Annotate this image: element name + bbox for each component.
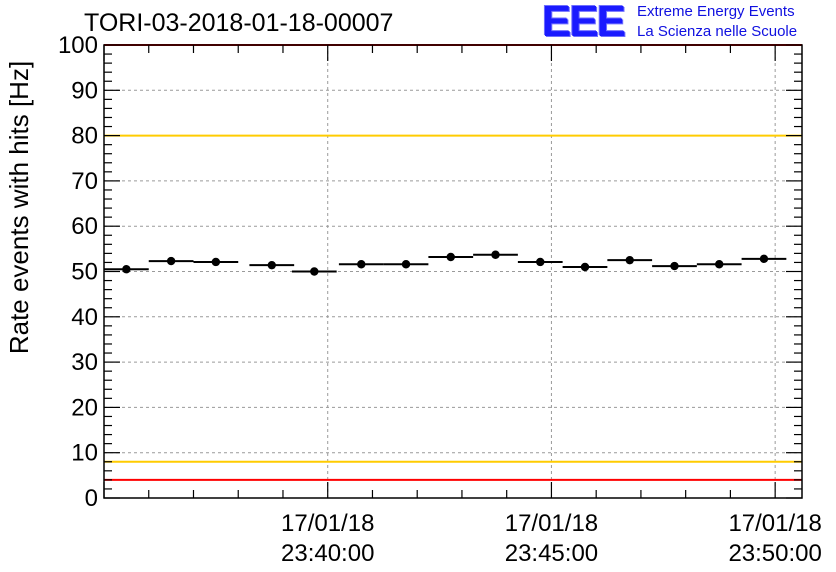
axes <box>103 44 803 499</box>
grid <box>104 45 802 498</box>
data-point <box>446 252 455 262</box>
x-tick-label-date: 17/01/18 <box>505 510 598 537</box>
y-tick-label: 30 <box>71 349 98 376</box>
y-tick-label: 10 <box>71 440 98 467</box>
data-point <box>166 256 176 266</box>
y-tick-label: 0 <box>85 485 98 512</box>
eee-logo: EEE <box>542 0 626 46</box>
tick-labels: 0 10 20 30 40 50 60 70 80 90 100 17/01/18 23:40:00 17… <box>4 32 822 567</box>
data-point <box>357 260 366 269</box>
data-point <box>211 257 221 267</box>
y-tick-label: 70 <box>71 168 98 195</box>
y-tick-label: 40 <box>71 304 98 331</box>
x-tick-label-date: 17/01/18 <box>281 510 374 537</box>
x-tick-label-time: 23:50:00 <box>728 540 821 567</box>
chart-title: TORI-03-2018-01-18-00007 <box>84 9 394 37</box>
eee-logo-text: Extreme Energy Events La Scienza nelle S… <box>637 2 797 42</box>
data-point <box>267 260 276 270</box>
y-tick-label: 80 <box>71 123 98 150</box>
y-tick-label: 20 <box>71 394 98 421</box>
y-tick-label: 50 <box>71 259 98 286</box>
data-point <box>580 262 590 272</box>
data-point <box>122 265 131 274</box>
data-point <box>670 261 679 271</box>
eee-logo-line1: Extreme Energy Events <box>637 3 795 20</box>
data-series <box>104 250 787 276</box>
y-tick-label: 90 <box>71 77 98 104</box>
y-tick-label: 100 <box>58 32 98 59</box>
data-point <box>491 250 500 259</box>
data-point <box>759 254 769 264</box>
data-point <box>536 257 545 267</box>
eee-logo-line2: La Scienza nelle Scuole <box>637 23 798 40</box>
y-tick-label: 60 <box>71 213 98 240</box>
data-point <box>310 267 319 276</box>
data-point <box>625 255 634 265</box>
x-tick-label-time: 23:40:00 <box>281 540 374 567</box>
y-axis-label: Rate events with hits [Hz] <box>4 61 34 354</box>
x-tick-label-date: 17/01/18 <box>728 510 821 537</box>
data-point <box>715 260 724 269</box>
data-point <box>401 260 411 269</box>
x-tick-label-time: 23:45:00 <box>505 540 598 567</box>
